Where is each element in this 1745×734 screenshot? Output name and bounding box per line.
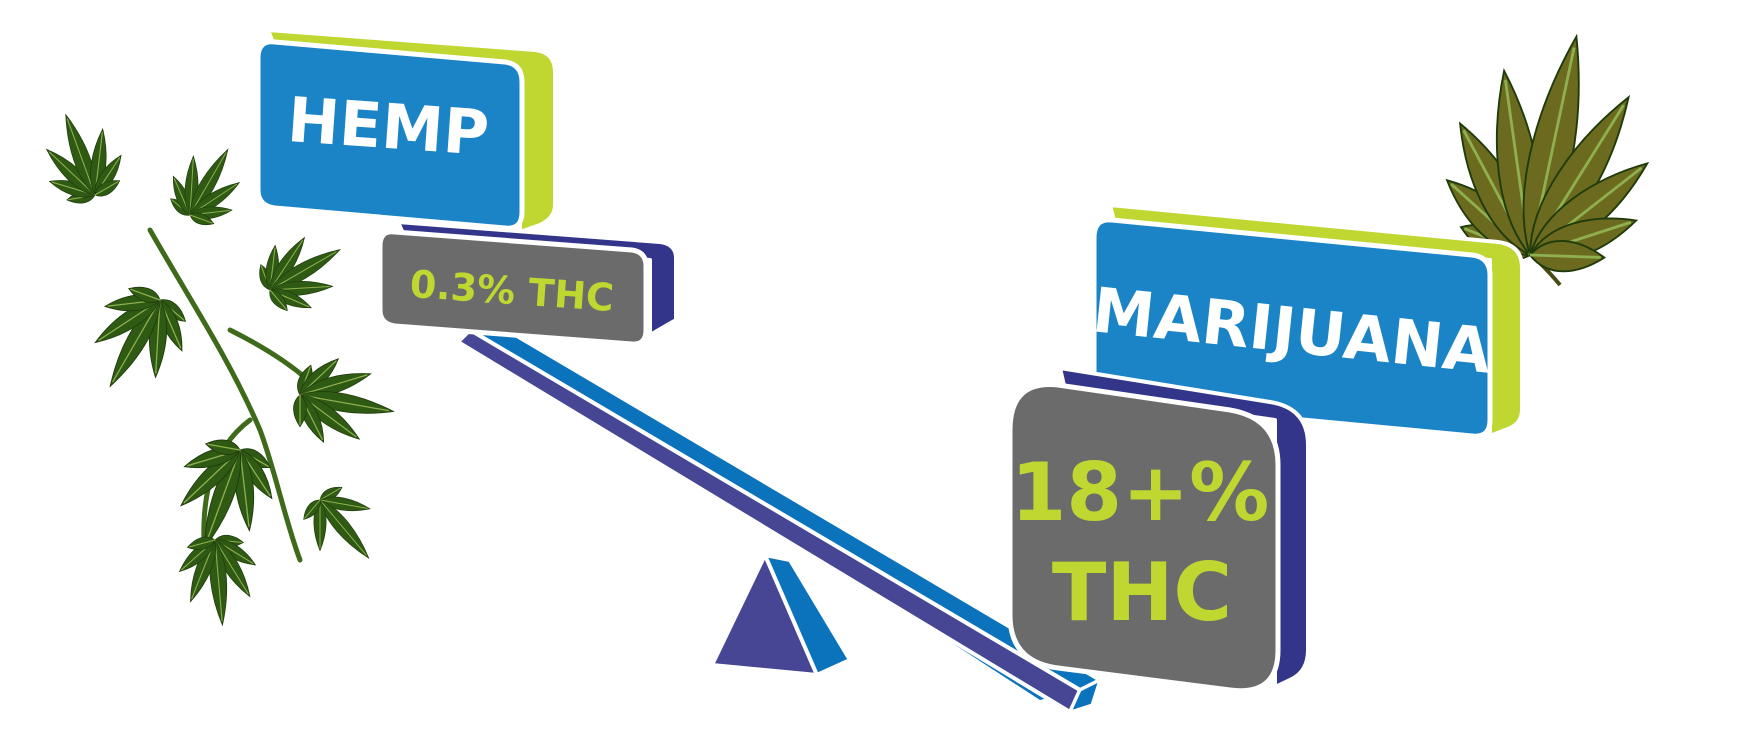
marijuana-thc-value-line2: THC [1052, 546, 1232, 639]
fulcrum-icon [710, 553, 852, 677]
marijuana-thc-box: 18+% THC [1007, 366, 1310, 694]
hemp-thc-box: 0.3% THC [377, 220, 678, 347]
hemp-sign: HEMP [255, 28, 557, 234]
seesaw-beam [456, 318, 1102, 714]
marijuana-thc-value-line1: 18+% [1011, 446, 1270, 539]
marijuana-sign: MARIJUANA [1089, 203, 1524, 439]
hemp-plant-icon [45, 113, 395, 627]
hemp-title: HEMP [285, 83, 491, 170]
